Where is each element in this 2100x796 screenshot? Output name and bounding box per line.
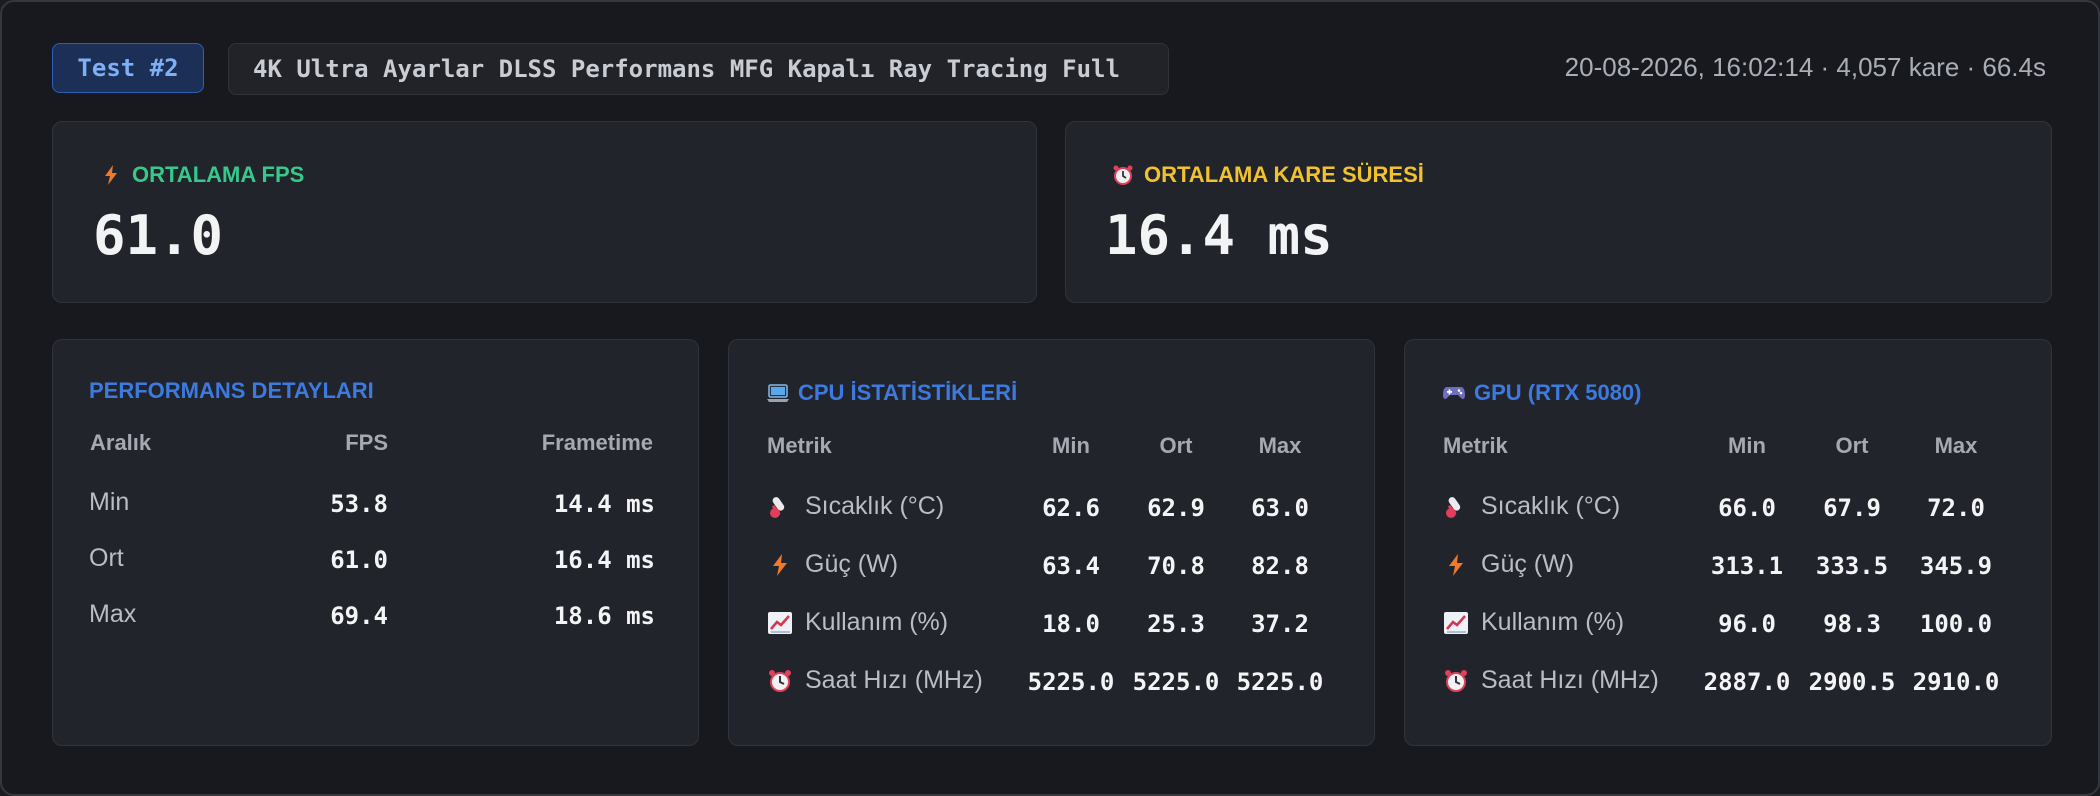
avg-fps-value: 61.0 (93, 204, 224, 267)
gpu-max-value: 100.0 (1919, 610, 1993, 638)
gpu-title-row: GPU (RTX 5080) (1442, 380, 1642, 406)
chart-up-icon (767, 610, 793, 636)
avg-fps-card: ORTALAMA FPS 61.0 (52, 121, 1037, 303)
gpu-metric-row: Saat Hızı (MHz) (1443, 666, 1659, 695)
perf-row-frametime: 16.4 ms (553, 546, 655, 574)
cpu-title-row: CPU İSTATİSTİKLERİ (766, 380, 1017, 406)
avg-frametime-title-row: ORTALAMA KARE SÜRESİ (1112, 162, 1424, 188)
avg-fps-title: ORTALAMA FPS (132, 162, 305, 187)
thermometer-icon (1443, 494, 1469, 520)
avg-frametime-card: ORTALAMA KARE SÜRESİ 16.4 ms (1065, 121, 2052, 303)
perf-row-fps: 69.4 (330, 602, 388, 630)
cpu-title: CPU İSTATİSTİKLERİ (798, 380, 1018, 405)
gpu-avg-value: 333.5 (1815, 552, 1889, 580)
cpu-metric-row: Saat Hızı (MHz) (767, 666, 983, 695)
avg-frametime-value: 16.4 ms (1105, 204, 1333, 267)
avg-frametime-title: ORTALAMA KARE SÜRESİ (1144, 162, 1424, 187)
cpu-min-value: 63.4 (1042, 552, 1100, 580)
thermometer-icon (767, 494, 793, 520)
gpu-stats-card: GPU (RTX 5080) Metrik Min Ort Max Sıcakl… (1404, 339, 2052, 746)
cpu-avg-value: 25.3 (1147, 610, 1205, 638)
gpu-min-value: 96.0 (1718, 610, 1776, 638)
metric-label: Saat Hızı (MHz) (1481, 666, 1659, 694)
avg-fps-title-row: ORTALAMA FPS (100, 162, 304, 188)
gpu-col-avg: Ort (1835, 433, 1869, 458)
cpu-max-value: 5225.0 (1236, 668, 1324, 696)
gpu-avg-value: 2900.5 (1808, 668, 1896, 696)
cpu-avg-value: 70.8 (1147, 552, 1205, 580)
gpu-avg-value: 67.9 (1823, 494, 1881, 522)
laptop-icon (766, 382, 789, 404)
cpu-col-max: Max (1258, 433, 1302, 458)
gpu-min-value: 2887.0 (1703, 668, 1791, 696)
perf-row-fps: 61.0 (330, 546, 388, 574)
cpu-max-value: 63.0 (1251, 494, 1309, 522)
lightning-icon (100, 164, 122, 186)
gpu-metric-row: Sıcaklık (°C) (1443, 492, 1620, 521)
run-meta: 20-08-2026, 16:02:14 · 4,057 kare · 66.4… (1564, 52, 2046, 82)
performance-details-card: PERFORMANS DETAYLARI Aralık FPS Frametim… (52, 339, 699, 746)
metric-label: Kullanım (%) (805, 608, 949, 636)
cpu-metric-row: Sıcaklık (°C) (767, 492, 944, 521)
cpu-metric-row: Güç (W) (767, 550, 898, 579)
gpu-max-value: 2910.0 (1912, 668, 2000, 696)
gpu-avg-value: 98.3 (1823, 610, 1881, 638)
gpu-col-min: Min (1728, 433, 1766, 458)
metric-label: Saat Hızı (MHz) (805, 666, 983, 694)
perf-row-frametime: 14.4 ms (553, 490, 655, 518)
gpu-min-value: 313.1 (1710, 552, 1784, 580)
cpu-max-value: 37.2 (1251, 610, 1309, 638)
lightning-icon (1443, 552, 1469, 578)
metric-label: Güç (W) (805, 550, 899, 578)
perf-row-label: Min (89, 488, 130, 516)
cpu-max-value: 82.8 (1251, 552, 1309, 580)
gpu-max-value: 72.0 (1927, 494, 1985, 522)
perf-row-frametime: 18.6 ms (553, 602, 655, 630)
gamepad-icon (1442, 382, 1465, 404)
perf-col-fps: FPS (345, 430, 388, 455)
cpu-min-value: 62.6 (1042, 494, 1100, 522)
perf-row-label: Ort (89, 544, 124, 572)
cpu-min-value: 5225.0 (1027, 668, 1115, 696)
alarm-clock-icon (1443, 668, 1469, 694)
gpu-col-metric: Metrik (1443, 433, 1508, 458)
cpu-min-value: 18.0 (1042, 610, 1100, 638)
cpu-col-metric: Metrik (767, 433, 832, 458)
perf-row-label: Max (89, 600, 137, 628)
gpu-title: GPU (RTX 5080) (1474, 380, 1642, 405)
perf-row-fps: 53.8 (330, 490, 388, 518)
metric-label: Kullanım (%) (1481, 608, 1625, 636)
chart-up-icon (1443, 610, 1469, 636)
gpu-metric-row: Kullanım (%) (1443, 608, 1624, 637)
cpu-col-min: Min (1052, 433, 1090, 458)
alarm-clock-icon (1112, 164, 1134, 186)
gpu-col-max: Max (1934, 433, 1978, 458)
cpu-stats-card: CPU İSTATİSTİKLERİ Metrik Min Ort Max Sı… (728, 339, 1375, 746)
metric-label: Sıcaklık (°C) (1481, 492, 1621, 520)
gpu-min-value: 66.0 (1718, 494, 1776, 522)
settings-description: 4K Ultra Ayarlar DLSS Performans MFG Kap… (228, 43, 1169, 95)
lightning-icon (767, 552, 793, 578)
cpu-metric-row: Kullanım (%) (767, 608, 948, 637)
cpu-avg-value: 5225.0 (1132, 668, 1220, 696)
test-badge: Test #2 (52, 43, 204, 93)
alarm-clock-icon (767, 668, 793, 694)
performance-title: PERFORMANS DETAYLARI (89, 378, 374, 403)
metric-label: Güç (W) (1481, 550, 1575, 578)
perf-col-range: Aralık (90, 430, 152, 455)
perf-col-frametime: Frametime (541, 430, 653, 455)
cpu-avg-value: 62.9 (1147, 494, 1205, 522)
metric-label: Sıcaklık (°C) (805, 492, 945, 520)
gpu-max-value: 345.9 (1919, 552, 1993, 580)
cpu-col-avg: Ort (1159, 433, 1193, 458)
gpu-metric-row: Güç (W) (1443, 550, 1574, 579)
